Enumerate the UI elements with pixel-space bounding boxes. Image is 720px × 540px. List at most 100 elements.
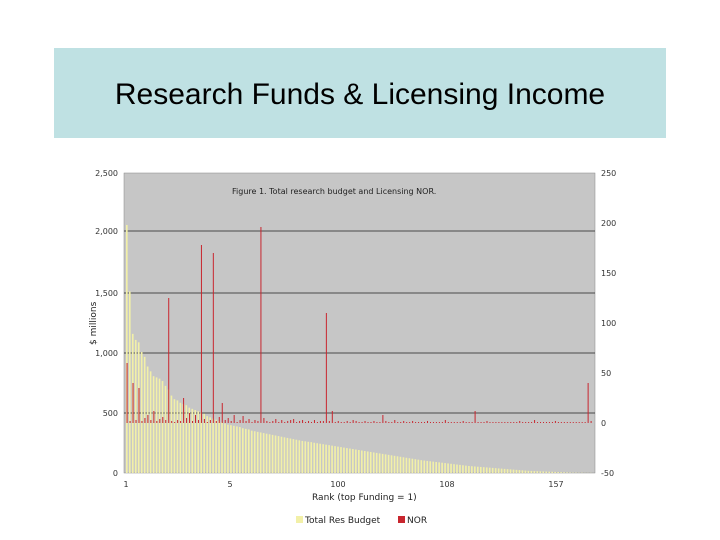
nor-bar-36 <box>230 421 232 423</box>
budget-bar-24 <box>194 410 197 473</box>
nor-bar-125 <box>495 422 497 423</box>
budget-bar-75 <box>346 448 348 473</box>
left-tick-500: 500 <box>103 409 118 418</box>
nor-bar-149 <box>566 422 568 423</box>
right-tick-200: 200 <box>601 219 616 228</box>
budget-bar-89 <box>387 454 390 473</box>
budget-bar-14 <box>164 385 167 473</box>
right-axis-ticks: -50 0 50 100 150 200 250 <box>601 169 616 478</box>
budget-bar-77 <box>352 449 354 473</box>
nor-bar-119 <box>477 422 479 423</box>
budget-bar-109 <box>447 463 449 473</box>
budget-bar-41 <box>244 428 247 473</box>
budget-bar-17 <box>173 399 176 473</box>
left-tick-1,500: 1,500 <box>95 289 118 298</box>
budget-bar-81 <box>363 450 366 473</box>
budget-bar-148 <box>563 472 565 473</box>
nor-bar-144 <box>551 422 553 423</box>
budget-bar-30 <box>212 418 214 473</box>
nor-bar-124 <box>492 422 494 423</box>
budget-bar-35 <box>227 424 229 473</box>
nor-bar-106 <box>438 422 440 423</box>
nor-bar-137 <box>531 422 533 423</box>
budget-bar-100 <box>420 460 423 473</box>
nor-bar-130 <box>510 422 512 423</box>
slide-title: Research Funds & Licensing Income <box>114 78 606 111</box>
nor-bar-57 <box>293 419 295 423</box>
nor-bar-34 <box>224 420 226 423</box>
budget-bar-2 <box>128 291 131 473</box>
budget-bar-45 <box>256 431 259 473</box>
budget-bar-121 <box>482 467 485 473</box>
budget-bar-16 <box>170 395 173 473</box>
nor-bar-69 <box>328 421 330 423</box>
nor-bar-135 <box>525 422 527 423</box>
nor-bar-88 <box>385 421 387 423</box>
nor-bar-70 <box>331 411 333 423</box>
budget-bar-120 <box>479 466 482 473</box>
budget-bar-93 <box>399 456 402 473</box>
nor-bar-7 <box>144 418 146 423</box>
budget-bar-143 <box>548 471 551 473</box>
x-tick-5: 5 <box>227 480 232 489</box>
budget-bar-40 <box>242 428 244 473</box>
nor-bar-55 <box>287 421 289 423</box>
nor-bar-126 <box>498 422 500 423</box>
budget-bar-78 <box>355 449 357 473</box>
nor-bar-4 <box>135 420 137 423</box>
nor-bar-3 <box>132 383 134 423</box>
nor-bar-45 <box>257 421 259 423</box>
budget-bar-12 <box>158 378 161 473</box>
budget-bar-82 <box>366 451 369 473</box>
nor-bar-42 <box>248 419 250 423</box>
budget-bar-60 <box>301 440 304 473</box>
budget-bar-102 <box>426 460 429 473</box>
nor-bar-136 <box>528 422 530 423</box>
nor-bar-39 <box>239 420 241 423</box>
nor-bar-40 <box>242 416 244 423</box>
nor-bar-86 <box>379 422 381 423</box>
nor-bars <box>126 227 592 423</box>
nor-bar-154 <box>581 422 583 423</box>
nor-bar-85 <box>376 422 378 423</box>
budget-bar-97 <box>411 458 414 473</box>
nor-bar-20 <box>183 398 185 423</box>
budget-bar-10 <box>152 376 155 473</box>
budget-bar-86 <box>378 453 381 473</box>
nor-bar-37 <box>233 415 235 423</box>
budget-bar-55 <box>286 437 289 473</box>
budget-bar-134 <box>521 470 524 473</box>
nor-bar-60 <box>302 420 304 423</box>
y-axis-label: $ millions <box>89 301 99 345</box>
right-tick-250: 250 <box>601 169 616 178</box>
nor-bar-108 <box>444 420 446 423</box>
x-axis-label: Rank (top Funding = 1) <box>312 493 417 503</box>
nor-bar-83 <box>370 422 372 423</box>
budget-bar-6 <box>140 352 143 473</box>
budget-bar-92 <box>396 456 399 473</box>
nor-bar-47 <box>263 418 265 423</box>
nor-bar-112 <box>456 422 458 423</box>
nor-bar-53 <box>281 420 283 423</box>
budget-bar-132 <box>515 469 518 473</box>
budget-bar-91 <box>393 455 396 473</box>
nor-bar-148 <box>563 422 565 423</box>
budget-bar-13 <box>161 381 164 473</box>
budget-bar-28 <box>206 416 208 473</box>
nor-bar-133 <box>519 421 521 423</box>
budget-bar-42 <box>247 429 250 473</box>
nor-bar-74 <box>343 422 345 423</box>
nor-bar-61 <box>305 422 307 423</box>
budget-bar-34 <box>224 423 226 473</box>
budget-bar-47 <box>262 433 265 473</box>
nor-bar-71 <box>334 422 336 423</box>
nor-bar-93 <box>400 422 402 423</box>
nor-bar-32 <box>218 417 220 423</box>
left-tick-0: 0 <box>113 469 118 478</box>
nor-bar-80 <box>361 422 363 423</box>
budget-bar-52 <box>277 436 280 473</box>
nor-bar-58 <box>296 422 298 423</box>
budget-bar-61 <box>304 441 307 473</box>
budget-bar-99 <box>417 459 420 473</box>
budget-bar-44 <box>253 431 256 473</box>
